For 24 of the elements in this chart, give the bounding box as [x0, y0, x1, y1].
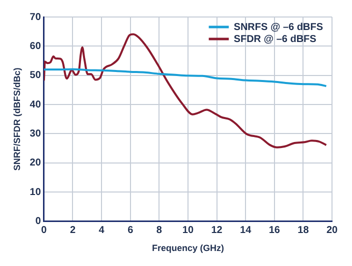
- x-tick-label: 14: [240, 224, 252, 236]
- y-axis-title: SNRF/SFDR (dBFS/dBc): [12, 68, 22, 171]
- x-axis-title: Frequency (GHz): [152, 243, 224, 254]
- y-tick-label: 70: [30, 12, 42, 23]
- x-tick-label: 16: [268, 224, 280, 236]
- x-tick-label: 4: [98, 224, 105, 236]
- y-tick-label: 0: [35, 216, 42, 227]
- y-tick-label: 50: [30, 70, 42, 82]
- legend-label: SNRFS @ –6 dBFS: [234, 22, 324, 33]
- line-series: [44, 33, 328, 148]
- y-tick-label: 10: [30, 186, 42, 198]
- y-tick-label: 30: [30, 128, 42, 140]
- x-tick-label: 6: [128, 224, 134, 236]
- x-tick-label: 18: [298, 224, 310, 236]
- y-tick-label: 20: [30, 158, 42, 169]
- legend-label: SFDR @ –6 dBFS: [234, 34, 317, 45]
- x-tick-label: 10: [182, 224, 194, 236]
- line-series: [44, 68, 328, 88]
- x-tick-label: 2: [70, 224, 76, 236]
- y-tick-label: 60: [30, 40, 42, 52]
- x-tick-label: 8: [156, 224, 162, 236]
- x-tick-label: 20: [326, 224, 338, 236]
- x-tick-label: 12: [211, 224, 223, 236]
- y-tick-label: 40: [30, 99, 42, 110]
